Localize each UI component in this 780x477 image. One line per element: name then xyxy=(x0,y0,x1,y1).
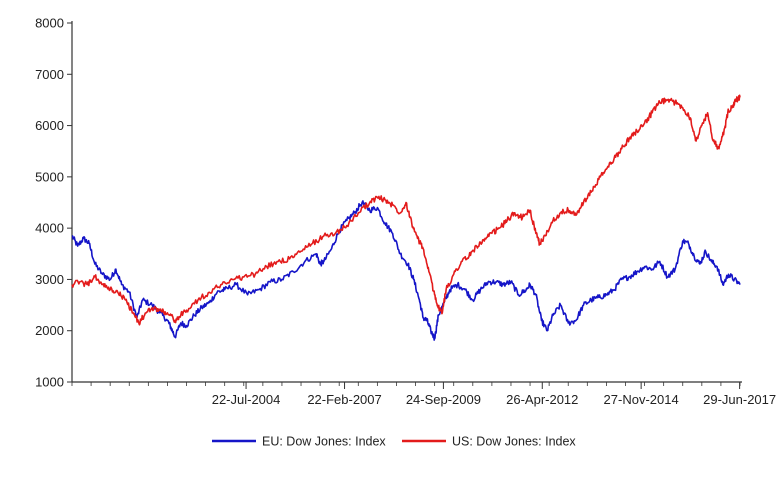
legend-label-eu: EU: Dow Jones: Index xyxy=(262,435,386,449)
y-tick-label: 2000 xyxy=(35,323,64,338)
legend-label-us: US: Dow Jones: Index xyxy=(452,435,576,449)
y-tick-label: 3000 xyxy=(35,272,64,287)
x-tick-label: 22-Jul-2004 xyxy=(212,392,281,407)
legend: EU: Dow Jones: Index US: Dow Jones: Index xyxy=(212,435,576,449)
y-tick-label: 1000 xyxy=(35,375,64,390)
x-tick-label: 22-Feb-2007 xyxy=(307,392,381,407)
y-tick-label: 4000 xyxy=(35,221,64,236)
x-tick-label: 26-Apr-2012 xyxy=(506,392,578,407)
x-tick-label: 27-Nov-2014 xyxy=(604,392,679,407)
y-tick-label: 6000 xyxy=(35,118,64,133)
y-tick-label: 7000 xyxy=(35,67,64,82)
y-tick-label: 8000 xyxy=(35,16,64,31)
series-line-us xyxy=(71,94,741,326)
y-tick-label: 5000 xyxy=(35,169,64,184)
x-axis: 22-Jul-2004 22-Feb-2007 24-Sep-2009 26-Apr-… xyxy=(71,381,776,407)
series-line-eu xyxy=(71,200,741,341)
x-tick-label: 29-Jun-2017 xyxy=(703,392,776,407)
y-axis: 1000 2000 3000 4000 5000 6000 7000 8000 xyxy=(35,16,73,390)
x-tick-label: 24-Sep-2009 xyxy=(406,392,481,407)
series-layer xyxy=(71,94,741,341)
